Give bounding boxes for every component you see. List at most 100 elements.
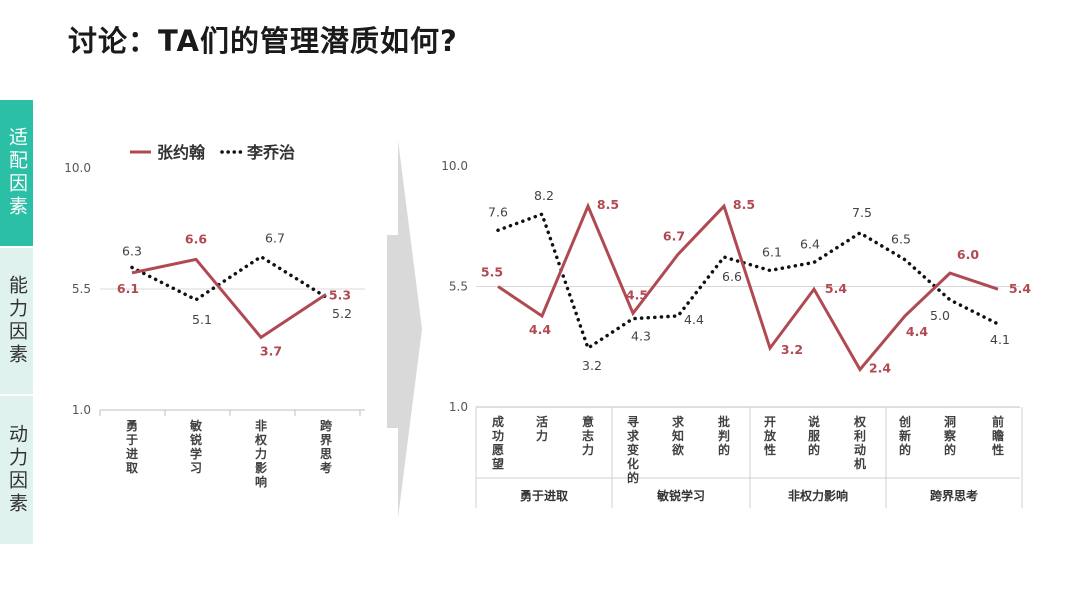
data-label-li: 6.3 xyxy=(122,243,142,258)
data-label-zhang: 8.5 xyxy=(733,197,755,212)
data-label-zhang: 6.6 xyxy=(185,231,207,246)
sidebar-tab-label: 动力因素 xyxy=(6,424,28,516)
data-label-li: 6.4 xyxy=(800,236,820,251)
data-label-li: 4.4 xyxy=(684,312,704,327)
y-tick-label: 5.5 xyxy=(449,280,468,294)
category-label-char: 判 xyxy=(718,428,730,443)
category-label-char: 非 xyxy=(255,418,267,433)
data-label-zhang: 6.0 xyxy=(957,247,979,262)
category-label-char: 界 xyxy=(320,432,332,447)
sidebar-tab-ability-factors[interactable]: 能力因素 xyxy=(0,248,33,394)
page-title: 讨论：TA们的管理潜质如何? xyxy=(68,24,458,58)
data-label-zhang: 2.4 xyxy=(869,361,891,376)
category-label-char: 响 xyxy=(255,474,267,489)
category-label-char: 的 xyxy=(718,442,730,457)
y-tick-label: 10.0 xyxy=(64,161,91,175)
category-label-char: 敏 xyxy=(189,418,203,433)
category-label-char: 望 xyxy=(492,456,504,471)
data-label-li: 4.1 xyxy=(990,332,1010,347)
category-label-char: 放 xyxy=(763,428,777,443)
series-line-li xyxy=(496,211,1000,351)
sidebar-tab-label: 适配因素 xyxy=(6,127,28,219)
category-label-char: 锐 xyxy=(190,432,202,447)
category-label: 前瞻性 xyxy=(991,414,1004,457)
category-label-char: 动 xyxy=(854,443,866,457)
data-label-li: 5.1 xyxy=(192,312,212,327)
data-label-zhang: 5.4 xyxy=(1009,281,1031,296)
data-label-li: 6.1 xyxy=(762,244,782,259)
series-line-zhang xyxy=(131,257,327,340)
category-label-char: 意 xyxy=(582,414,594,429)
sidebar-tab-label: 能力因素 xyxy=(6,275,28,367)
group-label: 跨界思考 xyxy=(930,488,978,503)
group-label: 非权力影响 xyxy=(788,488,848,503)
legend-label: 李乔治 xyxy=(246,143,295,162)
y-tick-label: 10.0 xyxy=(441,159,468,173)
data-label-li: 8.2 xyxy=(534,188,554,203)
category-label-char: 学 xyxy=(190,446,202,461)
category-label: 非权力影响 xyxy=(254,418,268,489)
transition-arrow xyxy=(387,140,422,518)
category-label-char: 力 xyxy=(255,446,267,461)
category-label: 意志力 xyxy=(582,414,594,457)
category-label: 洞察的 xyxy=(944,415,957,457)
category-label: 活力 xyxy=(536,414,548,443)
category-label: 跨界思考 xyxy=(320,419,333,475)
group-label: 勇于进取 xyxy=(520,488,568,503)
category-label: 敏锐学习 xyxy=(189,418,203,475)
category-label-char: 权 xyxy=(853,414,867,429)
sidebar-tab-motivation-factors[interactable]: 动力因素 xyxy=(0,396,33,544)
data-label-zhang: 4.5 xyxy=(626,287,648,302)
series-line-li xyxy=(130,254,328,302)
category-label-char: 批 xyxy=(718,414,730,429)
category-label-char: 开 xyxy=(764,415,776,429)
data-label-zhang: 4.4 xyxy=(529,322,551,337)
data-label-zhang: 3.7 xyxy=(260,343,282,358)
category-label-char: 变 xyxy=(627,442,639,457)
detail-chart: 10.05.51.0成功愿望活力意志力寻求变化的求知欲批判的开放性说服的权利动机… xyxy=(441,159,1031,508)
category-label-char: 利 xyxy=(854,428,866,443)
category-label-char: 寻 xyxy=(627,415,639,429)
series-line-zhang xyxy=(497,202,999,373)
y-tick-label: 5.5 xyxy=(72,282,91,296)
category-label-char: 取 xyxy=(126,461,138,475)
data-label-li: 6.6 xyxy=(722,269,742,284)
category-label-char: 跨 xyxy=(320,419,333,433)
category-label-char: 习 xyxy=(190,461,202,475)
data-label-li: 7.5 xyxy=(852,205,872,220)
category-label-char: 的 xyxy=(944,442,956,457)
category-label-char: 说 xyxy=(808,414,820,429)
category-label-char: 志 xyxy=(582,428,594,443)
sidebar-tab-fit-factors[interactable]: 适配因素 xyxy=(0,100,33,246)
category-label-char: 求 xyxy=(672,414,685,429)
data-label-zhang: 5.4 xyxy=(825,281,847,296)
category-label-char: 力 xyxy=(536,428,548,443)
category-label-char: 化 xyxy=(627,456,639,471)
data-label-li: 6.5 xyxy=(891,232,911,247)
category-label: 创新的 xyxy=(898,414,911,457)
category-label-char: 求 xyxy=(627,428,640,443)
category-label: 开放性 xyxy=(763,415,777,457)
data-label-zhang: 5.5 xyxy=(481,265,503,280)
data-label-li: 7.6 xyxy=(488,204,508,219)
data-label-zhang: 6.7 xyxy=(663,228,685,243)
y-tick-label: 1.0 xyxy=(449,400,468,414)
category-label-char: 力 xyxy=(582,442,594,457)
category-label: 批判的 xyxy=(718,414,730,457)
category-label-char: 勇 xyxy=(126,419,138,433)
category-label-char: 成 xyxy=(492,414,504,429)
group-label: 敏锐学习 xyxy=(656,488,705,503)
category-label-char: 创 xyxy=(898,414,911,429)
y-tick-label: 1.0 xyxy=(72,403,91,417)
category-label-char: 思 xyxy=(320,447,332,461)
data-label-li: 4.3 xyxy=(631,329,651,344)
category-label-char: 性 xyxy=(763,442,776,457)
data-label-zhang: 5.3 xyxy=(329,287,351,302)
category-label-char: 的 xyxy=(899,442,911,457)
category-label-char: 活 xyxy=(536,414,548,429)
data-label-zhang: 6.1 xyxy=(117,281,139,296)
